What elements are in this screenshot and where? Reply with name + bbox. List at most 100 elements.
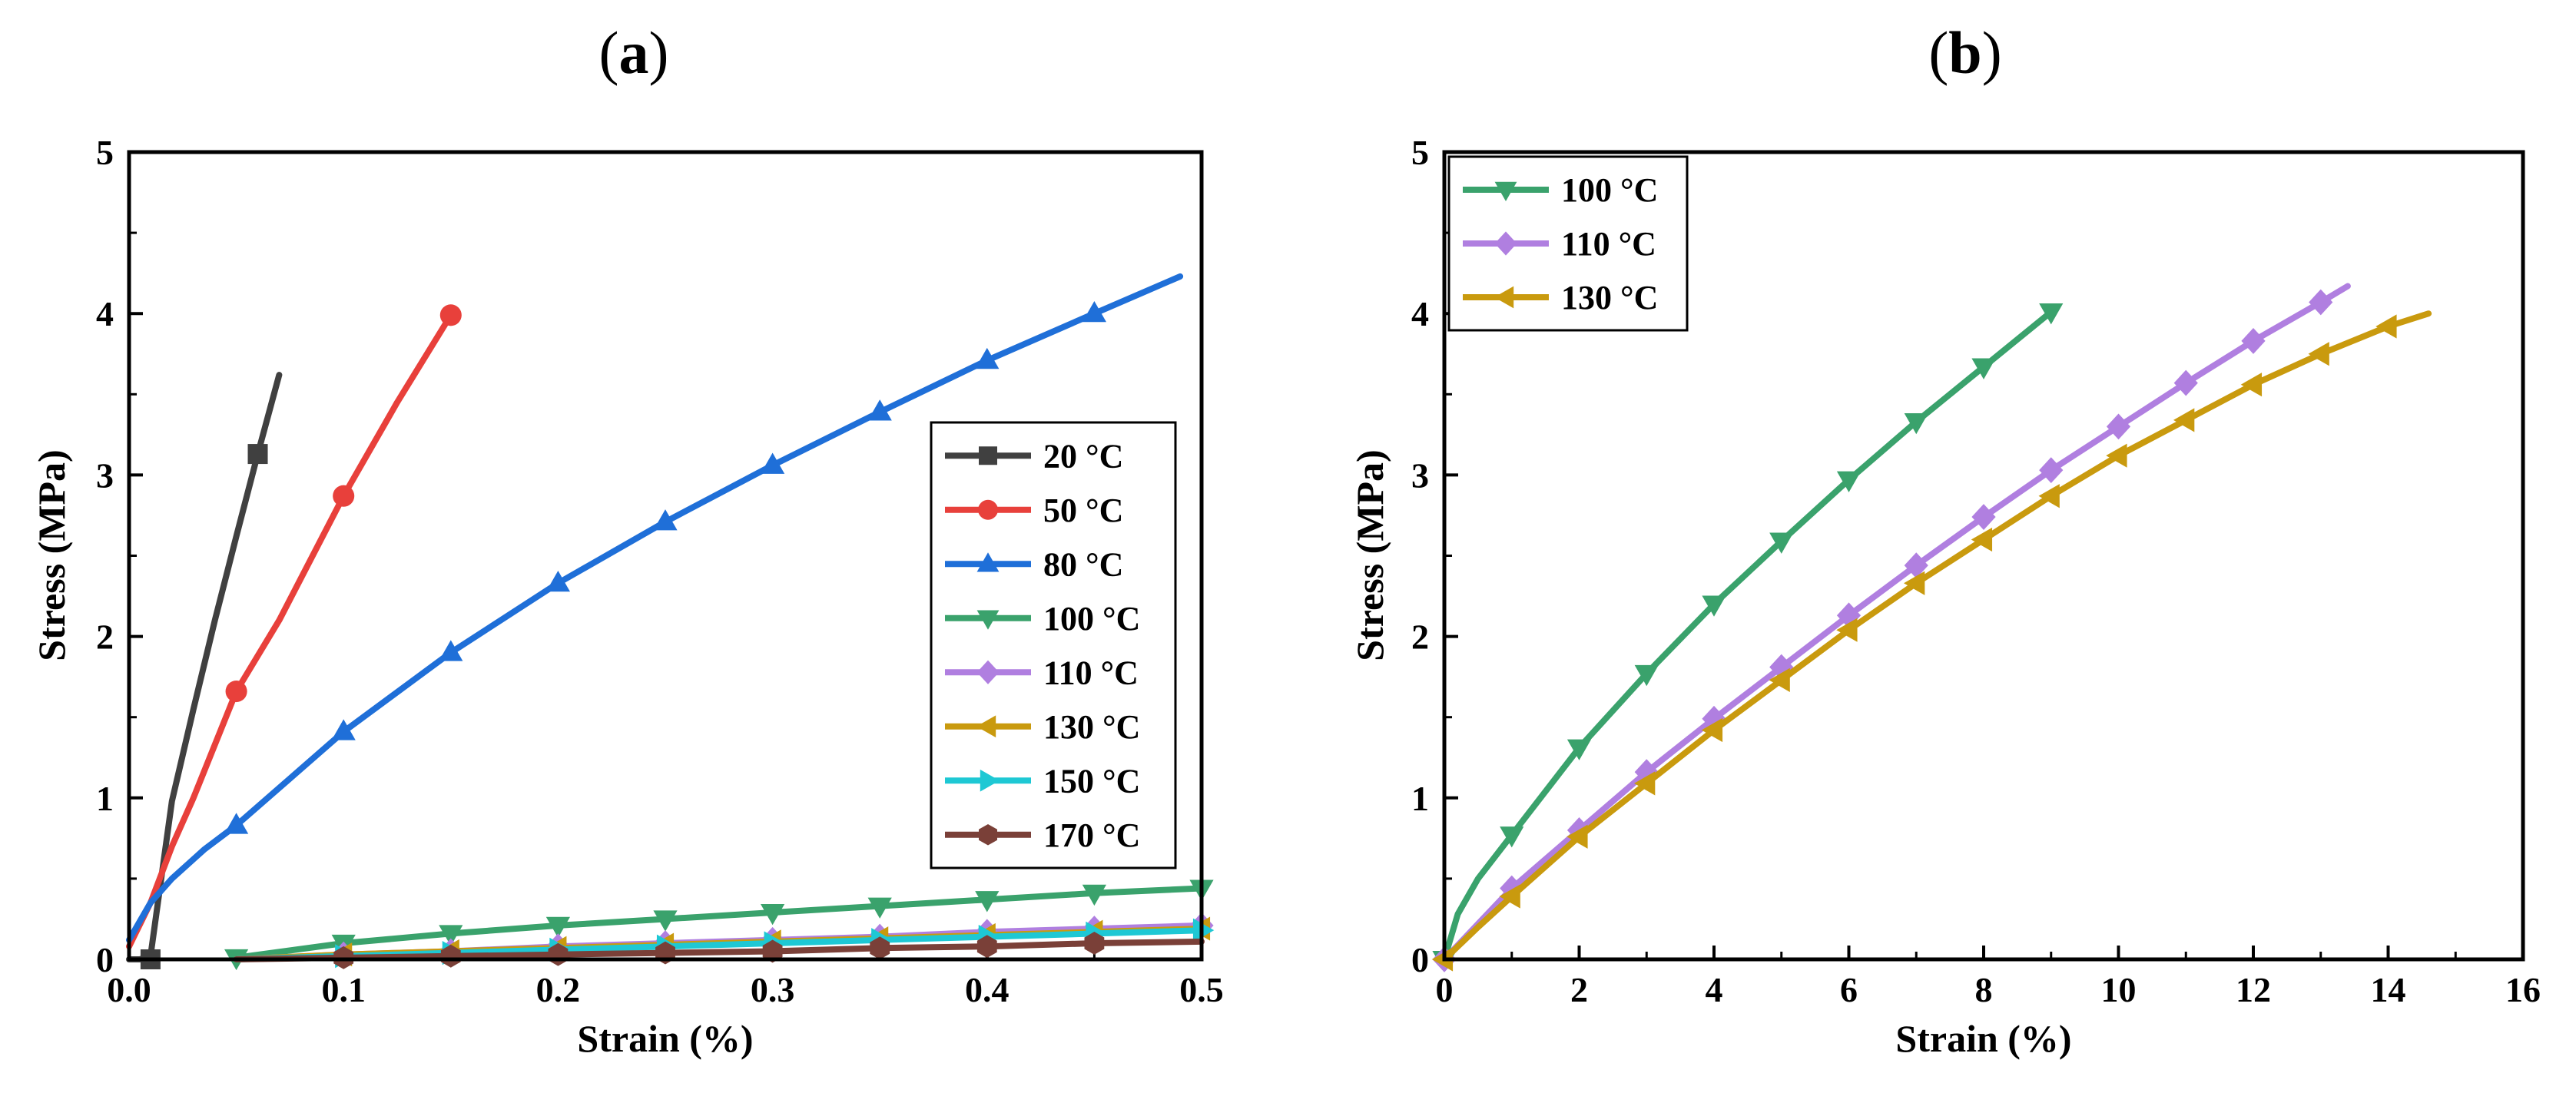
- panel-b-legend: 100 °C 110 °C 130 °C: [1447, 155, 1689, 332]
- legend-b-label-110c: 110 °C: [1561, 225, 1656, 263]
- panel-b-series-100c-point: [1769, 532, 1794, 554]
- panel-b-x-tick-label: 10: [2101, 970, 2137, 1009]
- legend-a-label-150c: 150 °C: [1043, 762, 1140, 800]
- panel-a-series-170c-point: [1084, 932, 1105, 955]
- panel-b-series-100c-point: [1566, 739, 1592, 760]
- panel-b-series-100c-point: [1702, 595, 1726, 617]
- panel-a-series-80c-point: [1082, 300, 1106, 323]
- panel-b-series-100c-point: [1836, 471, 1862, 492]
- panel-b-series-100c-line: [1441, 309, 2054, 962]
- panel-a-x-tick-label: 0.3: [751, 970, 795, 1009]
- legend-b-label-130c: 130 °C: [1561, 279, 1658, 316]
- panel-a-series-100c-line: [233, 885, 1205, 961]
- panel-b-series-110c-point: [2309, 289, 2333, 316]
- panel-b-series-110c-point: [1971, 504, 1996, 530]
- panel-b-y-tick-label: 1: [1411, 779, 1429, 818]
- panel-b-series-110c-point: [2173, 369, 2198, 396]
- legend-a-marker-150c: [980, 769, 1000, 792]
- legend-a-marker-170c: [979, 824, 997, 846]
- panel-a-series-80c-point: [761, 452, 785, 474]
- panel-b-series-130c-point: [1971, 527, 1993, 552]
- legend-a-marker-80c: [976, 552, 1000, 572]
- panel-a-x-tick-label: 0.0: [107, 970, 151, 1009]
- panel-a-y-tick-label: 5: [96, 133, 114, 172]
- legend-a-label-20c: 20 °C: [1043, 437, 1123, 475]
- panel-b-y-tick-label: 0: [1411, 940, 1429, 979]
- panel-b-series-110c-point: [1500, 875, 1524, 902]
- panel-a-series-20c-point: [247, 444, 268, 465]
- panel-b-series-130c-point: [2375, 314, 2397, 339]
- panel-b-series-130c-point: [2173, 408, 2195, 432]
- legend-a-label-130c: 130 °C: [1043, 708, 1140, 746]
- panel-a-series-50c-point: [333, 485, 355, 507]
- panel-a-x-tick-label: 0.5: [1179, 970, 1224, 1009]
- legend-b-label-100c: 100 °C: [1561, 171, 1658, 209]
- panel-a-y-tick-label: 4: [96, 294, 114, 333]
- panel-a-series-170c-point: [762, 939, 783, 963]
- panel-b-series-130c-point: [2240, 373, 2263, 397]
- legend-b-marker-130c: [1494, 286, 1514, 309]
- panel-b-series-130c-point: [1701, 717, 1723, 743]
- panel-b-series-110c-point: [2106, 413, 2131, 440]
- panel-a-series-100c-point: [867, 897, 892, 919]
- panel-b-label: (b): [1928, 19, 2001, 86]
- panel-a-legend: 20 °C 50 °C 80 °C 100 °C 110 °C 130 °C 150 °C 1…: [930, 421, 1177, 869]
- panel-b-y-tick-label: 2: [1411, 618, 1429, 657]
- panel-b-series-130c-point: [1499, 884, 1520, 909]
- legend-a-marker-50c: [978, 499, 998, 520]
- panel-b-series-130c-point: [1431, 947, 1454, 972]
- legend-b-marker-110c: [1494, 231, 1517, 256]
- panel-a-plot-frame: [127, 150, 1204, 962]
- panel-a-series-80c-point: [975, 347, 1000, 369]
- panel-b-series-130c-point: [1566, 824, 1588, 849]
- panel-b-series-130c-point: [2308, 342, 2329, 366]
- panel-a-y-axis-title: Stress (MPa): [30, 449, 73, 661]
- panel-a-series-100c-point: [653, 910, 678, 932]
- legend-b-marker-100c: [1494, 181, 1517, 201]
- panel-a-x-tick-label: 0.4: [965, 970, 1010, 1009]
- panel-a-y-tick-label: 2: [96, 618, 114, 657]
- panel-a-y-tick-label: 0: [96, 940, 114, 979]
- panel-a-series-100c-point: [975, 891, 1000, 912]
- panel-b-plot-frame: [1442, 150, 2525, 962]
- panel-a-x-tick-label: 0.1: [321, 970, 366, 1009]
- panel-b-series-110c-point: [2241, 328, 2266, 354]
- panel-a-series-170c-point: [870, 936, 890, 960]
- panel-b-x-tick-label: 6: [1840, 970, 1858, 1009]
- panel-b-series-130c-point: [1904, 571, 1925, 595]
- panel-b-x-tick-label: 4: [1706, 970, 1723, 1009]
- panel-a-series-80c-point: [545, 570, 570, 592]
- panel-b-series-110c-line: [1441, 283, 2351, 962]
- panel-b-series-100c-point: [2039, 303, 2064, 325]
- panel-a-x-tick-label: 0.2: [536, 970, 581, 1009]
- panel-a-series-100c-point: [439, 925, 463, 946]
- panel-b-x-tick-label: 0: [1436, 970, 1454, 1009]
- panel-a-series-80c-point: [653, 509, 678, 531]
- panel-a-series-170c-point: [976, 935, 997, 959]
- legend-a-marker-110c: [976, 660, 1000, 684]
- panel-a-series-100c-point: [761, 903, 785, 926]
- panel-a-series-50c-point: [439, 304, 462, 326]
- legend-a-label-50c: 50 °C: [1043, 492, 1123, 529]
- panel-b-series-130c-point: [2106, 443, 2127, 468]
- panel-b-series-100c-point: [1904, 412, 1928, 435]
- panel-b-x-axis-title: Strain (%): [1895, 1017, 2071, 1060]
- panel-a-series-50c-line: [126, 312, 454, 950]
- panel-a-series-100c-point: [1082, 884, 1106, 906]
- panel-a-series-150c-point: [1192, 918, 1215, 942]
- legend-a-marker-20c: [979, 446, 997, 465]
- panel-b-series-130c-line: [1441, 310, 2432, 962]
- panel-a-x-axis-title: Strain (%): [577, 1017, 753, 1060]
- legend-a-label-80c: 80 °C: [1043, 545, 1123, 583]
- panel-b-series-100c-point: [1971, 358, 1996, 379]
- panel-b-x-tick-label: 12: [2236, 970, 2271, 1009]
- panel-a-y-tick-label: 3: [96, 455, 114, 495]
- panel-b-series-130c-point: [1634, 771, 1656, 796]
- panel-b-x-tick-label: 16: [2505, 970, 2541, 1009]
- panel-b-series-110c-point: [2039, 457, 2064, 483]
- panel-a-series-50c-point: [225, 681, 247, 703]
- legend-a-label-100c: 100 °C: [1043, 600, 1140, 638]
- legend-a-marker-130c: [976, 715, 996, 738]
